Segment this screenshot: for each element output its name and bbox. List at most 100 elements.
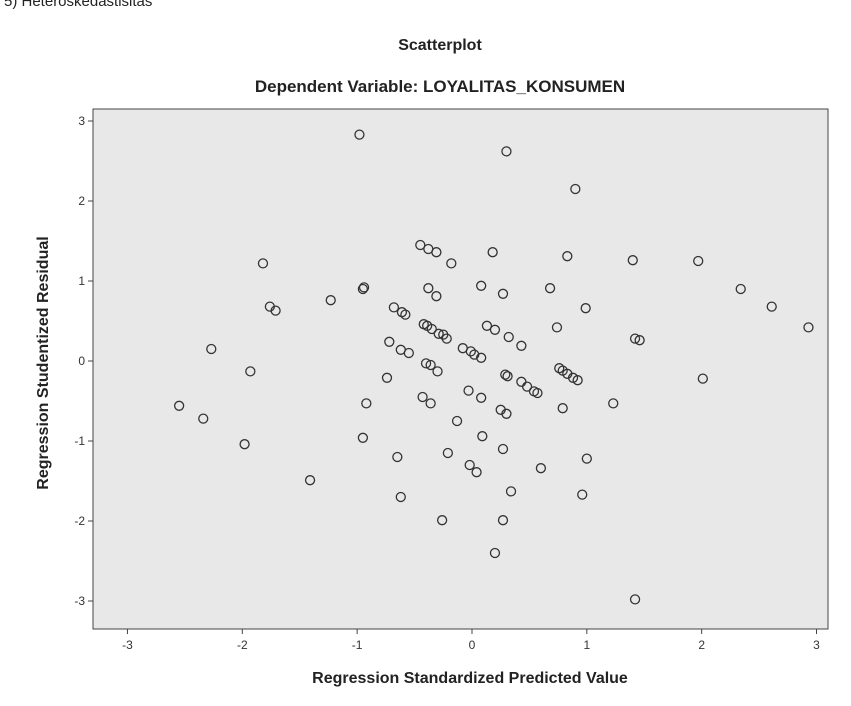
scatter-point [239, 439, 250, 450]
x-tick-label: 3 [813, 638, 820, 652]
scatter-point [500, 369, 511, 380]
scatter-point [502, 371, 513, 382]
scatter-point [446, 258, 457, 269]
x-tick-label: 0 [469, 638, 476, 652]
scatter-point [629, 594, 641, 605]
scatter-point [693, 255, 704, 267]
scatter-point [557, 403, 568, 414]
scatter-point [627, 255, 638, 266]
scatter-point [735, 283, 746, 295]
scatter-point [257, 258, 269, 269]
scatter-point [497, 443, 509, 455]
scatter-point [572, 375, 583, 386]
scatter-point [505, 486, 517, 497]
scatter-point [245, 366, 256, 377]
scatter-point [420, 358, 432, 369]
x-tick-label: 2 [698, 638, 705, 652]
scatter-point [497, 515, 509, 526]
scatter-point [544, 283, 556, 294]
scatter-point [465, 346, 476, 357]
x-tick-label: -3 [122, 638, 133, 652]
scatter-point [476, 280, 487, 291]
scatter-point [436, 515, 448, 526]
scatter-point [501, 408, 512, 419]
scatter-point [532, 387, 543, 399]
x-tick-label: -2 [237, 638, 248, 652]
scatter-point [766, 301, 777, 312]
scatter-point [516, 340, 527, 351]
x-tick-label: -1 [352, 638, 363, 652]
scatter-point [477, 431, 488, 442]
scatter-point [629, 333, 641, 344]
scatter-point [489, 324, 501, 335]
scatter-point [503, 331, 514, 343]
scatter-point [608, 398, 619, 409]
scatter-point [489, 547, 501, 559]
scatter-point [581, 453, 592, 464]
scatter-point [381, 372, 393, 383]
y-tick-label: -3 [74, 594, 85, 608]
scatter-point [392, 451, 403, 463]
scatter-point [173, 400, 185, 411]
scatter-point [535, 463, 547, 474]
scatter-point [432, 366, 443, 377]
scatter-point [471, 467, 482, 478]
scatter-point [426, 323, 437, 335]
scatter-point [400, 309, 411, 320]
scatter-point [451, 415, 463, 427]
scatter-point [634, 335, 645, 346]
scatter-point [521, 381, 533, 392]
scatter-point [464, 459, 475, 471]
scatter-point [357, 432, 369, 443]
scatter-point [431, 247, 442, 258]
x-tick-label: 1 [583, 638, 590, 652]
y-tick-label: 3 [78, 114, 85, 128]
scatter-point [425, 359, 436, 371]
scatter-point [325, 295, 336, 306]
axis-ticks: -3 -2 -1 0 1 2 3 -3 -2 -1 0 1 2 3 [74, 114, 820, 652]
scatter-point [415, 239, 426, 251]
scatter-point [198, 413, 209, 424]
scatter-point [441, 333, 452, 344]
scatter-point [476, 392, 487, 403]
scatter-point [469, 349, 480, 360]
scatter-point [487, 247, 498, 258]
y-axis-label: Regression Studentized Residual [35, 236, 52, 489]
scatter-point [270, 305, 281, 316]
y-tick-label: 0 [78, 354, 85, 368]
scatter-point [551, 322, 563, 333]
y-tick-label: -1 [74, 434, 85, 448]
header-fragment-text: 5) Heteroskedastisitas [4, 0, 152, 10]
scatter-point [497, 288, 509, 299]
scatter-point [425, 398, 436, 409]
y-tick-label: 1 [78, 274, 85, 288]
scatter-point [803, 322, 814, 333]
x-axis-label: Regression Standardized Predicted Value [312, 670, 628, 687]
scatter-point [562, 251, 573, 262]
scatter-point [442, 447, 454, 459]
scatter-point [580, 303, 591, 314]
scatter-point [431, 291, 442, 302]
scatter-point [423, 283, 434, 294]
scatter-point [388, 302, 400, 313]
scatter-point [697, 373, 708, 384]
scatter-point [463, 385, 474, 396]
scatter-point [417, 391, 428, 403]
data-points [173, 129, 814, 605]
scatter-point [570, 183, 581, 195]
scatter-point [481, 320, 493, 331]
scatter-point [304, 475, 316, 486]
scatter-point [358, 282, 370, 293]
scatter-point [501, 146, 512, 157]
scatter-point [433, 328, 444, 339]
scatter-point [577, 489, 588, 500]
chart-title: Scatterplot [398, 37, 482, 54]
y-tick-label: -2 [74, 514, 85, 528]
scatter-point [403, 347, 414, 359]
scatter-point [395, 491, 406, 503]
scatter-point [354, 129, 365, 140]
scatter-point [357, 283, 369, 295]
scatter-point [476, 352, 487, 363]
plot-area [92, 108, 829, 630]
